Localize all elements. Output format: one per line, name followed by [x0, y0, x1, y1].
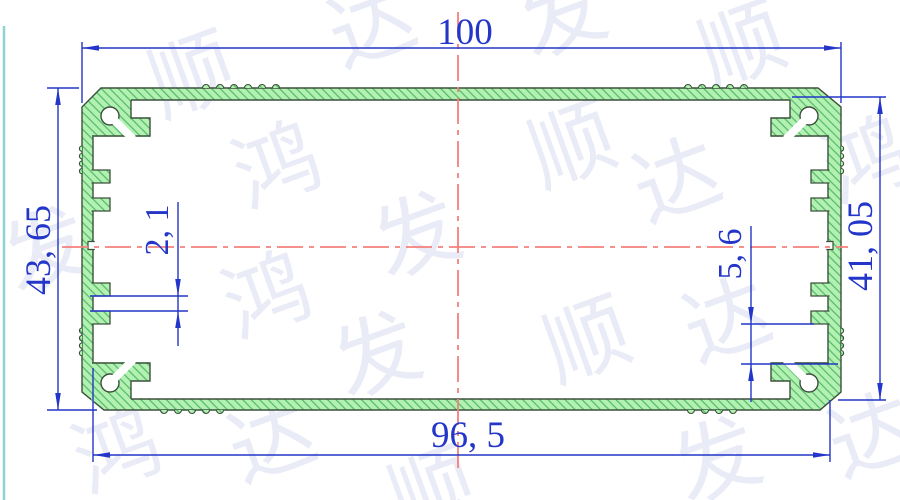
dim-label-right-height: 41, 05	[840, 201, 880, 291]
profile-body	[78, 83, 845, 415]
serrations-bottom	[159, 409, 738, 415]
serrations-right	[840, 145, 845, 357]
serrations-left	[78, 145, 83, 357]
split-notch-left	[87, 240, 95, 251]
boss-hole-top-right	[799, 106, 819, 126]
boss-hole-bottom-left	[100, 373, 120, 393]
dimension-top-width: 100	[81, 12, 842, 103]
screw-boss-holes	[100, 106, 819, 393]
dimension-left-slot-gap: 2, 1	[90, 202, 188, 346]
pcb-slot-tabs	[91, 169, 830, 325]
dimension-right-slot-offset: 5, 6	[712, 226, 838, 402]
centerlines	[62, 12, 848, 472]
dimension-bottom-width: 96, 5	[92, 368, 831, 462]
dimension-right-height: 41, 05	[792, 96, 886, 401]
boss-hole-top-left	[100, 106, 120, 126]
dim-label-right-slot-offset: 5, 6	[712, 229, 749, 280]
dim-label-top-width: 100	[437, 12, 493, 53]
dimension-left-height: 43, 65	[18, 87, 97, 411]
boss-hole-bottom-right	[799, 373, 819, 393]
split-notch-right	[826, 240, 834, 251]
dim-label-left-slot-gap: 2, 1	[139, 205, 176, 256]
dim-label-left-height: 43, 65	[18, 205, 58, 295]
serrations-top	[201, 83, 749, 89]
dim-label-bottom-width: 96, 5	[431, 415, 505, 456]
